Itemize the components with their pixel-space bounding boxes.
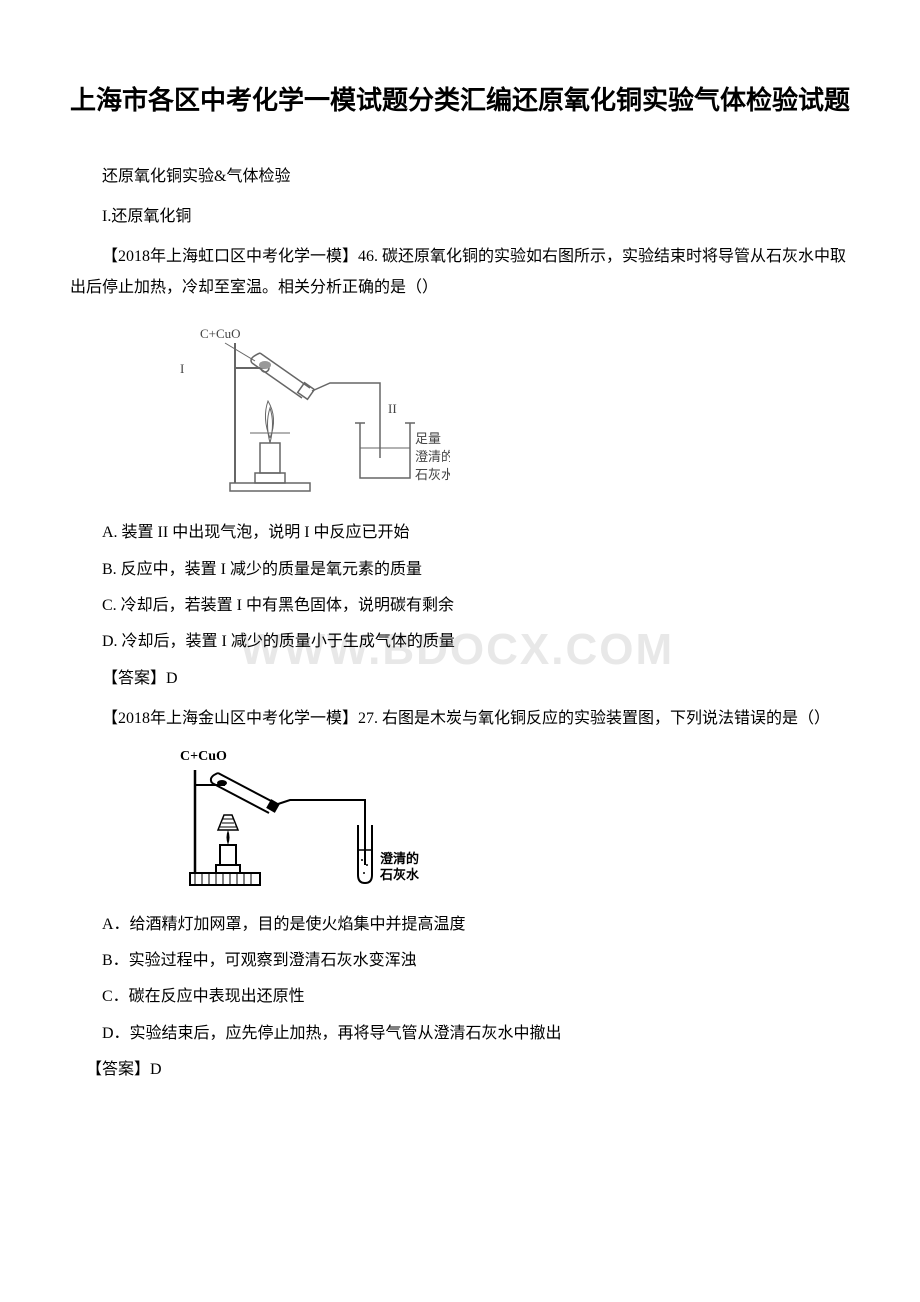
q1-option-c: C. 冷却后，若装置 I 中有黑色固体，说明碳有剩余 [70,591,850,621]
q2-option-b: B．实验过程中，可观察到澄清石灰水变浑浊 [70,946,850,976]
q1-diagram-label-ii: II [388,401,397,416]
svg-text:石灰水: 石灰水 [415,467,450,482]
q1-option-b: B. 反应中，装置 I 减少的质量是氧元素的质量 [70,555,850,585]
q2-option-d: D．实验结束后，应先停止加热，再将导气管从澄清石灰水中撤出 [70,1019,850,1049]
svg-text:石灰水: 石灰水 [379,867,420,882]
q1-answer: 【答案】D [70,664,850,694]
svg-text:澄清的: 澄清的 [415,449,450,464]
q1-stem: 【2018年上海虹口区中考化学一模】46. 碳还原氧化铜的实验如右图所示，实验结… [70,242,850,303]
section-intro-2: I.还原氧化铜 [70,202,850,232]
q2-stem: 【2018年上海金山区中考化学一模】27. 右图是木炭与氧化铜反应的实验装置图，… [70,704,850,734]
svg-text:澄清的: 澄清的 [380,851,419,866]
q2-option-a: A．给酒精灯加网罩，目的是使火焰集中并提高温度 [70,910,850,940]
q1-diagram-label-i: I [180,361,184,376]
svg-text:C+CuO: C+CuO [180,749,227,764]
q2-option-c: C．碳在反应中表现出还原性 [70,982,850,1012]
q1-diagram: C+CuO I II 足量 澄清的 石灰水 [170,313,850,508]
q2-answer: 【答案】D [70,1055,850,1085]
q2-diagram: C+CuO [170,745,850,900]
section-intro-1: 还原氧化铜实验&气体检验 [70,162,850,192]
q1-diagram-label-cuo: C+CuO [200,326,241,341]
page-title: 上海市各区中考化学一模试题分类汇编还原氧化铜实验气体检验试题 [70,80,850,122]
q1-option-d: D. 冷却后，装置 I 减少的质量小于生成气体的质量 [70,627,850,657]
q1-option-a: A. 装置 II 中出现气泡，说明 I 中反应已开始 [70,518,850,548]
svg-text:足量: 足量 [415,431,441,446]
content: 上海市各区中考化学一模试题分类汇编还原氧化铜实验气体检验试题 还原氧化铜实验&气… [70,80,850,1085]
